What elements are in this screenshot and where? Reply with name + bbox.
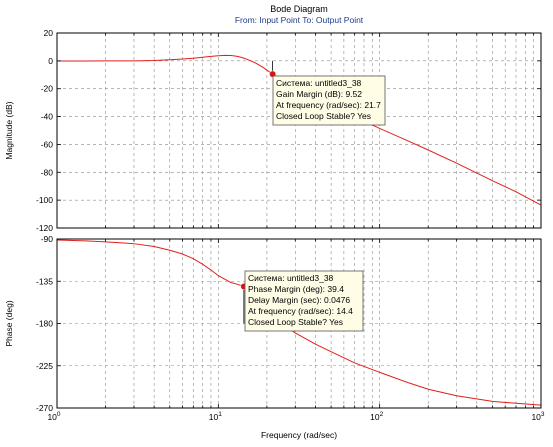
magnitude-plot-frame bbox=[56, 32, 542, 229]
magnitude-y-axis: 20 0 -20 -40 -60 -80 -100 -120 bbox=[36, 28, 541, 233]
y-tick-label: -100 bbox=[36, 195, 53, 205]
chart-title: Bode Diagram bbox=[270, 4, 328, 14]
x-tick-label: 102 bbox=[370, 411, 383, 422]
datatip-line: Phase Margin (deg): 39.4 bbox=[248, 284, 344, 294]
datatip-line: Closed Loop Stable? Yes bbox=[248, 317, 343, 327]
y-tick-label: -80 bbox=[41, 167, 54, 177]
frequency-x-axis: 100 101 102 103 bbox=[47, 33, 545, 422]
datatip-line: At frequency (rad/sec): 21.7 bbox=[276, 100, 381, 110]
magnitude-grid bbox=[57, 33, 541, 228]
datatip-line: Система: untitled3_38 bbox=[248, 273, 334, 283]
y-tick-label: -180 bbox=[36, 319, 53, 329]
datatip-line: Система: untitled3_38 bbox=[276, 78, 362, 88]
datatip-line: Closed Loop Stable? Yes bbox=[276, 111, 371, 121]
magnitude-panel[interactable]: 20 0 -20 -40 -60 -80 -100 -120 Magnitude (dB) С… bbox=[4, 28, 542, 233]
phase-panel[interactable]: -90 -135 -180 -225 -270 Phase (deg) Система:… bbox=[4, 234, 542, 413]
y-tick-label: -60 bbox=[41, 139, 54, 149]
phase-y-axis: -90 -135 -180 -225 -270 bbox=[36, 234, 541, 413]
frequency-x-axis-label: Frequency (rad/sec) bbox=[261, 430, 337, 440]
y-tick-label: -20 bbox=[41, 84, 54, 94]
chart-subtitle: From: Input Point To: Output Point bbox=[235, 15, 364, 25]
y-tick-label: -135 bbox=[36, 276, 53, 286]
datatip-line: Gain Margin (dB): 9.52 bbox=[276, 89, 362, 99]
phase-y-axis-label: Phase (deg) bbox=[4, 300, 14, 346]
y-tick-label: -270 bbox=[36, 403, 53, 413]
magnitude-y-axis-label: Magnitude (dB) bbox=[4, 101, 14, 159]
x-tick-label: 101 bbox=[209, 411, 222, 422]
y-tick-label: -90 bbox=[41, 234, 54, 244]
x-tick-label: 103 bbox=[531, 411, 544, 422]
y-tick-label: 0 bbox=[48, 56, 53, 66]
datatip-line: At frequency (rad/sec): 14.4 bbox=[248, 306, 353, 316]
magnitude-plot-area bbox=[57, 33, 541, 228]
y-tick-label: -225 bbox=[36, 361, 53, 371]
x-tick-label: 100 bbox=[47, 411, 60, 422]
magnitude-response-line bbox=[57, 54, 542, 206]
datatip-box bbox=[244, 270, 364, 332]
y-tick-label: -40 bbox=[41, 112, 54, 122]
datatip-line: Delay Margin (sec): 0.0476 bbox=[248, 295, 350, 305]
y-tick-label: -120 bbox=[36, 223, 53, 233]
y-tick-label: 20 bbox=[44, 28, 54, 38]
datatip-box bbox=[272, 75, 386, 126]
